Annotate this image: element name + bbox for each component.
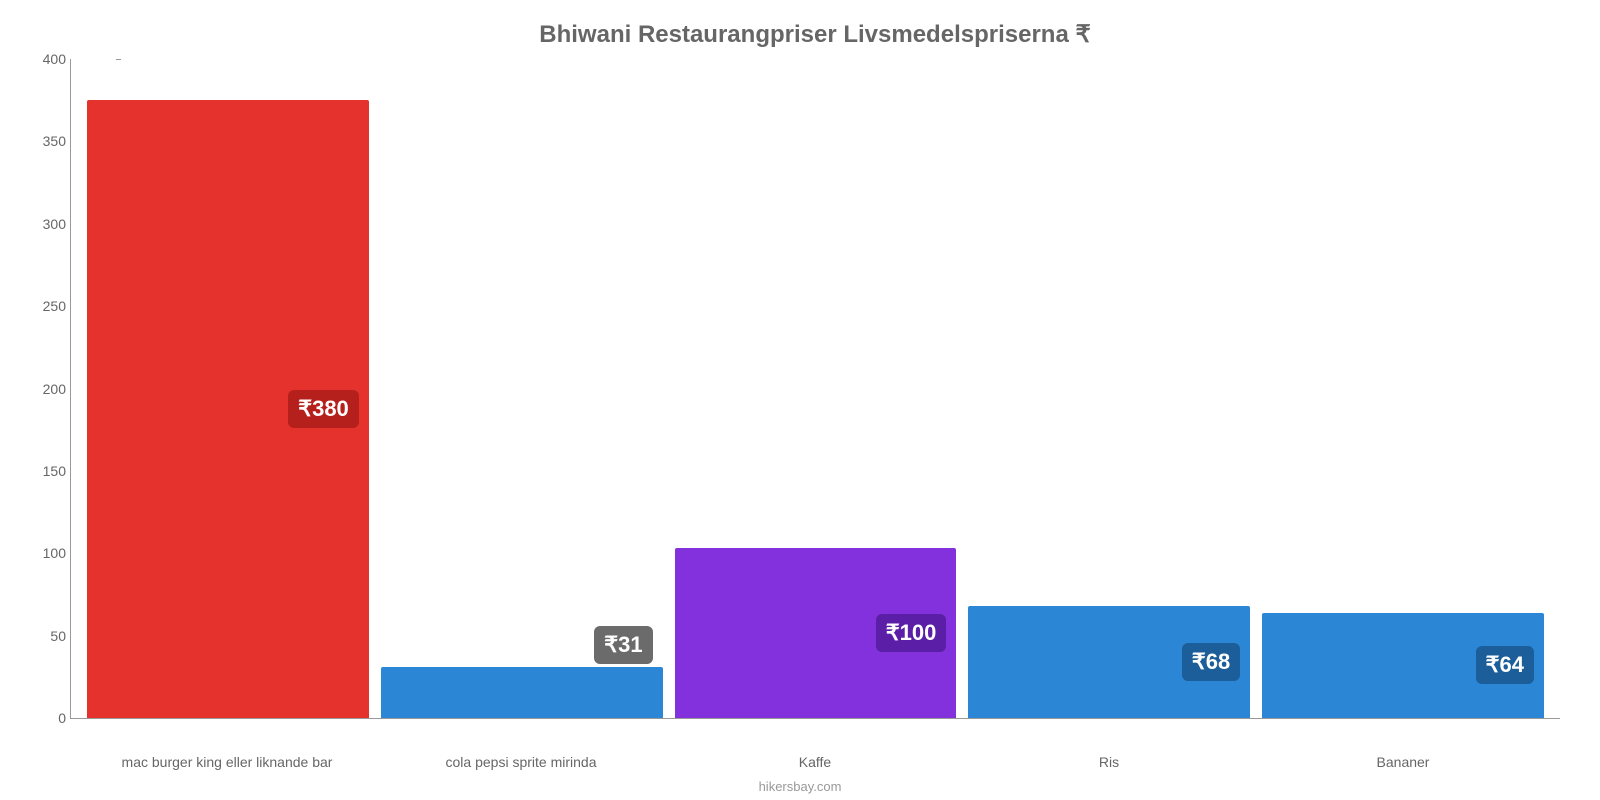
y-axis: 050100150200250300350400 xyxy=(21,59,66,718)
bar-value-label: ₹68 xyxy=(1182,643,1240,681)
bar: ₹100 xyxy=(675,548,957,718)
y-tick-label: 150 xyxy=(16,463,66,479)
plot-area: 050100150200250300350400 ₹380₹31₹100₹68₹… xyxy=(70,59,1560,719)
y-tick-label: 50 xyxy=(16,628,66,644)
y-tick-label: 200 xyxy=(16,381,66,397)
bar-value-label: ₹100 xyxy=(876,614,947,652)
y-tick-label: 100 xyxy=(16,545,66,561)
bar-value-label: ₹31 xyxy=(594,626,652,664)
bar-slot: ₹100 xyxy=(669,59,963,718)
x-axis-label: Bananer xyxy=(1256,754,1550,770)
bar-slot: ₹31 xyxy=(375,59,669,718)
x-axis-label: Kaffe xyxy=(668,754,962,770)
bar: ₹68 xyxy=(968,606,1250,718)
y-tick-label: 400 xyxy=(16,51,66,67)
x-axis-label: cola pepsi sprite mirinda xyxy=(374,754,668,770)
bar: ₹380 xyxy=(87,100,369,718)
chart-title: Bhiwani Restaurangpriser Livsmedelsprise… xyxy=(70,20,1560,49)
y-tick-label: 0 xyxy=(16,710,66,726)
bar-slot: ₹380 xyxy=(81,59,375,718)
bar: ₹31 xyxy=(381,667,663,718)
x-axis-label: mac burger king eller liknande bar xyxy=(80,754,374,770)
x-axis-label: Ris xyxy=(962,754,1256,770)
bar-slot: ₹68 xyxy=(962,59,1256,718)
bar-slot: ₹64 xyxy=(1256,59,1550,718)
price-bar-chart: Bhiwani Restaurangpriser Livsmedelsprise… xyxy=(0,0,1600,800)
bar-value-label: ₹64 xyxy=(1476,646,1534,684)
bar-value-label: ₹380 xyxy=(288,390,359,428)
bars-group: ₹380 ₹31 ₹100 ₹68 ₹64 xyxy=(71,59,1560,718)
x-axis-labels: mac burger king eller liknande barcola p… xyxy=(70,754,1560,770)
chart-footer: hikersbay.com xyxy=(0,779,1600,794)
y-tick-label: 300 xyxy=(16,216,66,232)
bar: ₹64 xyxy=(1262,613,1544,718)
y-tick-label: 250 xyxy=(16,298,66,314)
y-tick-label: 350 xyxy=(16,133,66,149)
